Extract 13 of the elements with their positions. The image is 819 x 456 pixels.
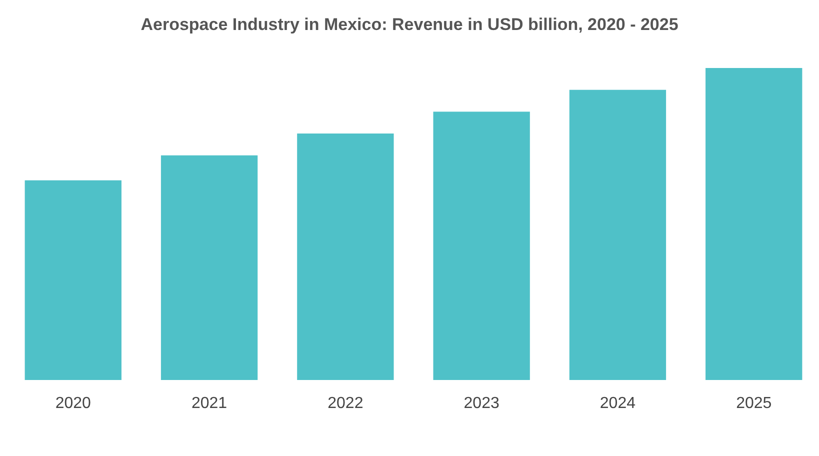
x-tick-label: 2023: [464, 395, 500, 412]
bar: [706, 68, 802, 380]
x-tick-label: 2020: [55, 395, 92, 412]
x-tick-label: 2021: [191, 395, 228, 412]
x-tick-label: 2025: [736, 395, 772, 412]
bar: [297, 134, 394, 380]
bar: [24, 180, 122, 380]
x-tick-label: 2022: [328, 395, 364, 412]
chart-title: Aerospace Industry in Mexico: Revenue in USD billion, 2020 - 2025: [140, 15, 678, 34]
bar: [433, 112, 530, 380]
x-tick-label: 2024: [600, 395, 636, 412]
bar: [160, 155, 258, 380]
bar: [569, 90, 666, 380]
